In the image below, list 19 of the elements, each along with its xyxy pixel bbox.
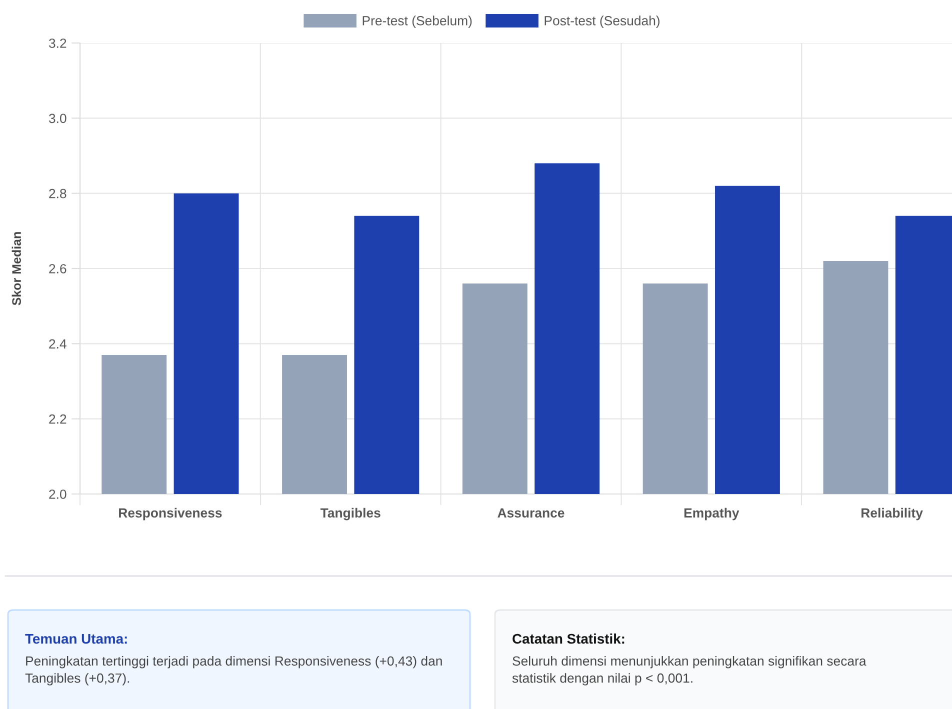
text: Seluruh dimensi menunjukkan peningkatan signifikan secara statistik dengan nilai p < 0,001. [512,656,866,686]
text: Catatan Statistik: [512,634,624,644]
x-tick-label: Tangibles [320,508,380,520]
y-tick-label: 2.4 [49,339,66,348]
y-tick-label: 3.2 [48,38,66,48]
x-tick-label: Reliability [862,508,923,520]
text: Temuan Utama: [25,634,127,644]
y-axis-title: Skor Median [12,232,21,306]
x-tick-label: Assurance [498,508,564,518]
legend-label: Post-test (Sesudah) [544,16,660,28]
y-tick-label: 3.0 [48,114,66,124]
y-tick-label: 2.6 [49,264,66,274]
y-tick-label: 2.8 [49,188,66,198]
x-tick-label: Responsiveness [119,508,222,520]
y-tick-label: 2.0 [49,490,66,499]
text: Peningkatan tertinggi terjadi pada dimensi Responsiveness (+0,43) dan Tangibles (+0,37). [25,656,442,686]
y-tick-label: 2.2 [49,414,66,424]
x-tick-label: Empathy [684,508,740,520]
legend-label: Pre-test (Sebelum) [362,16,472,28]
